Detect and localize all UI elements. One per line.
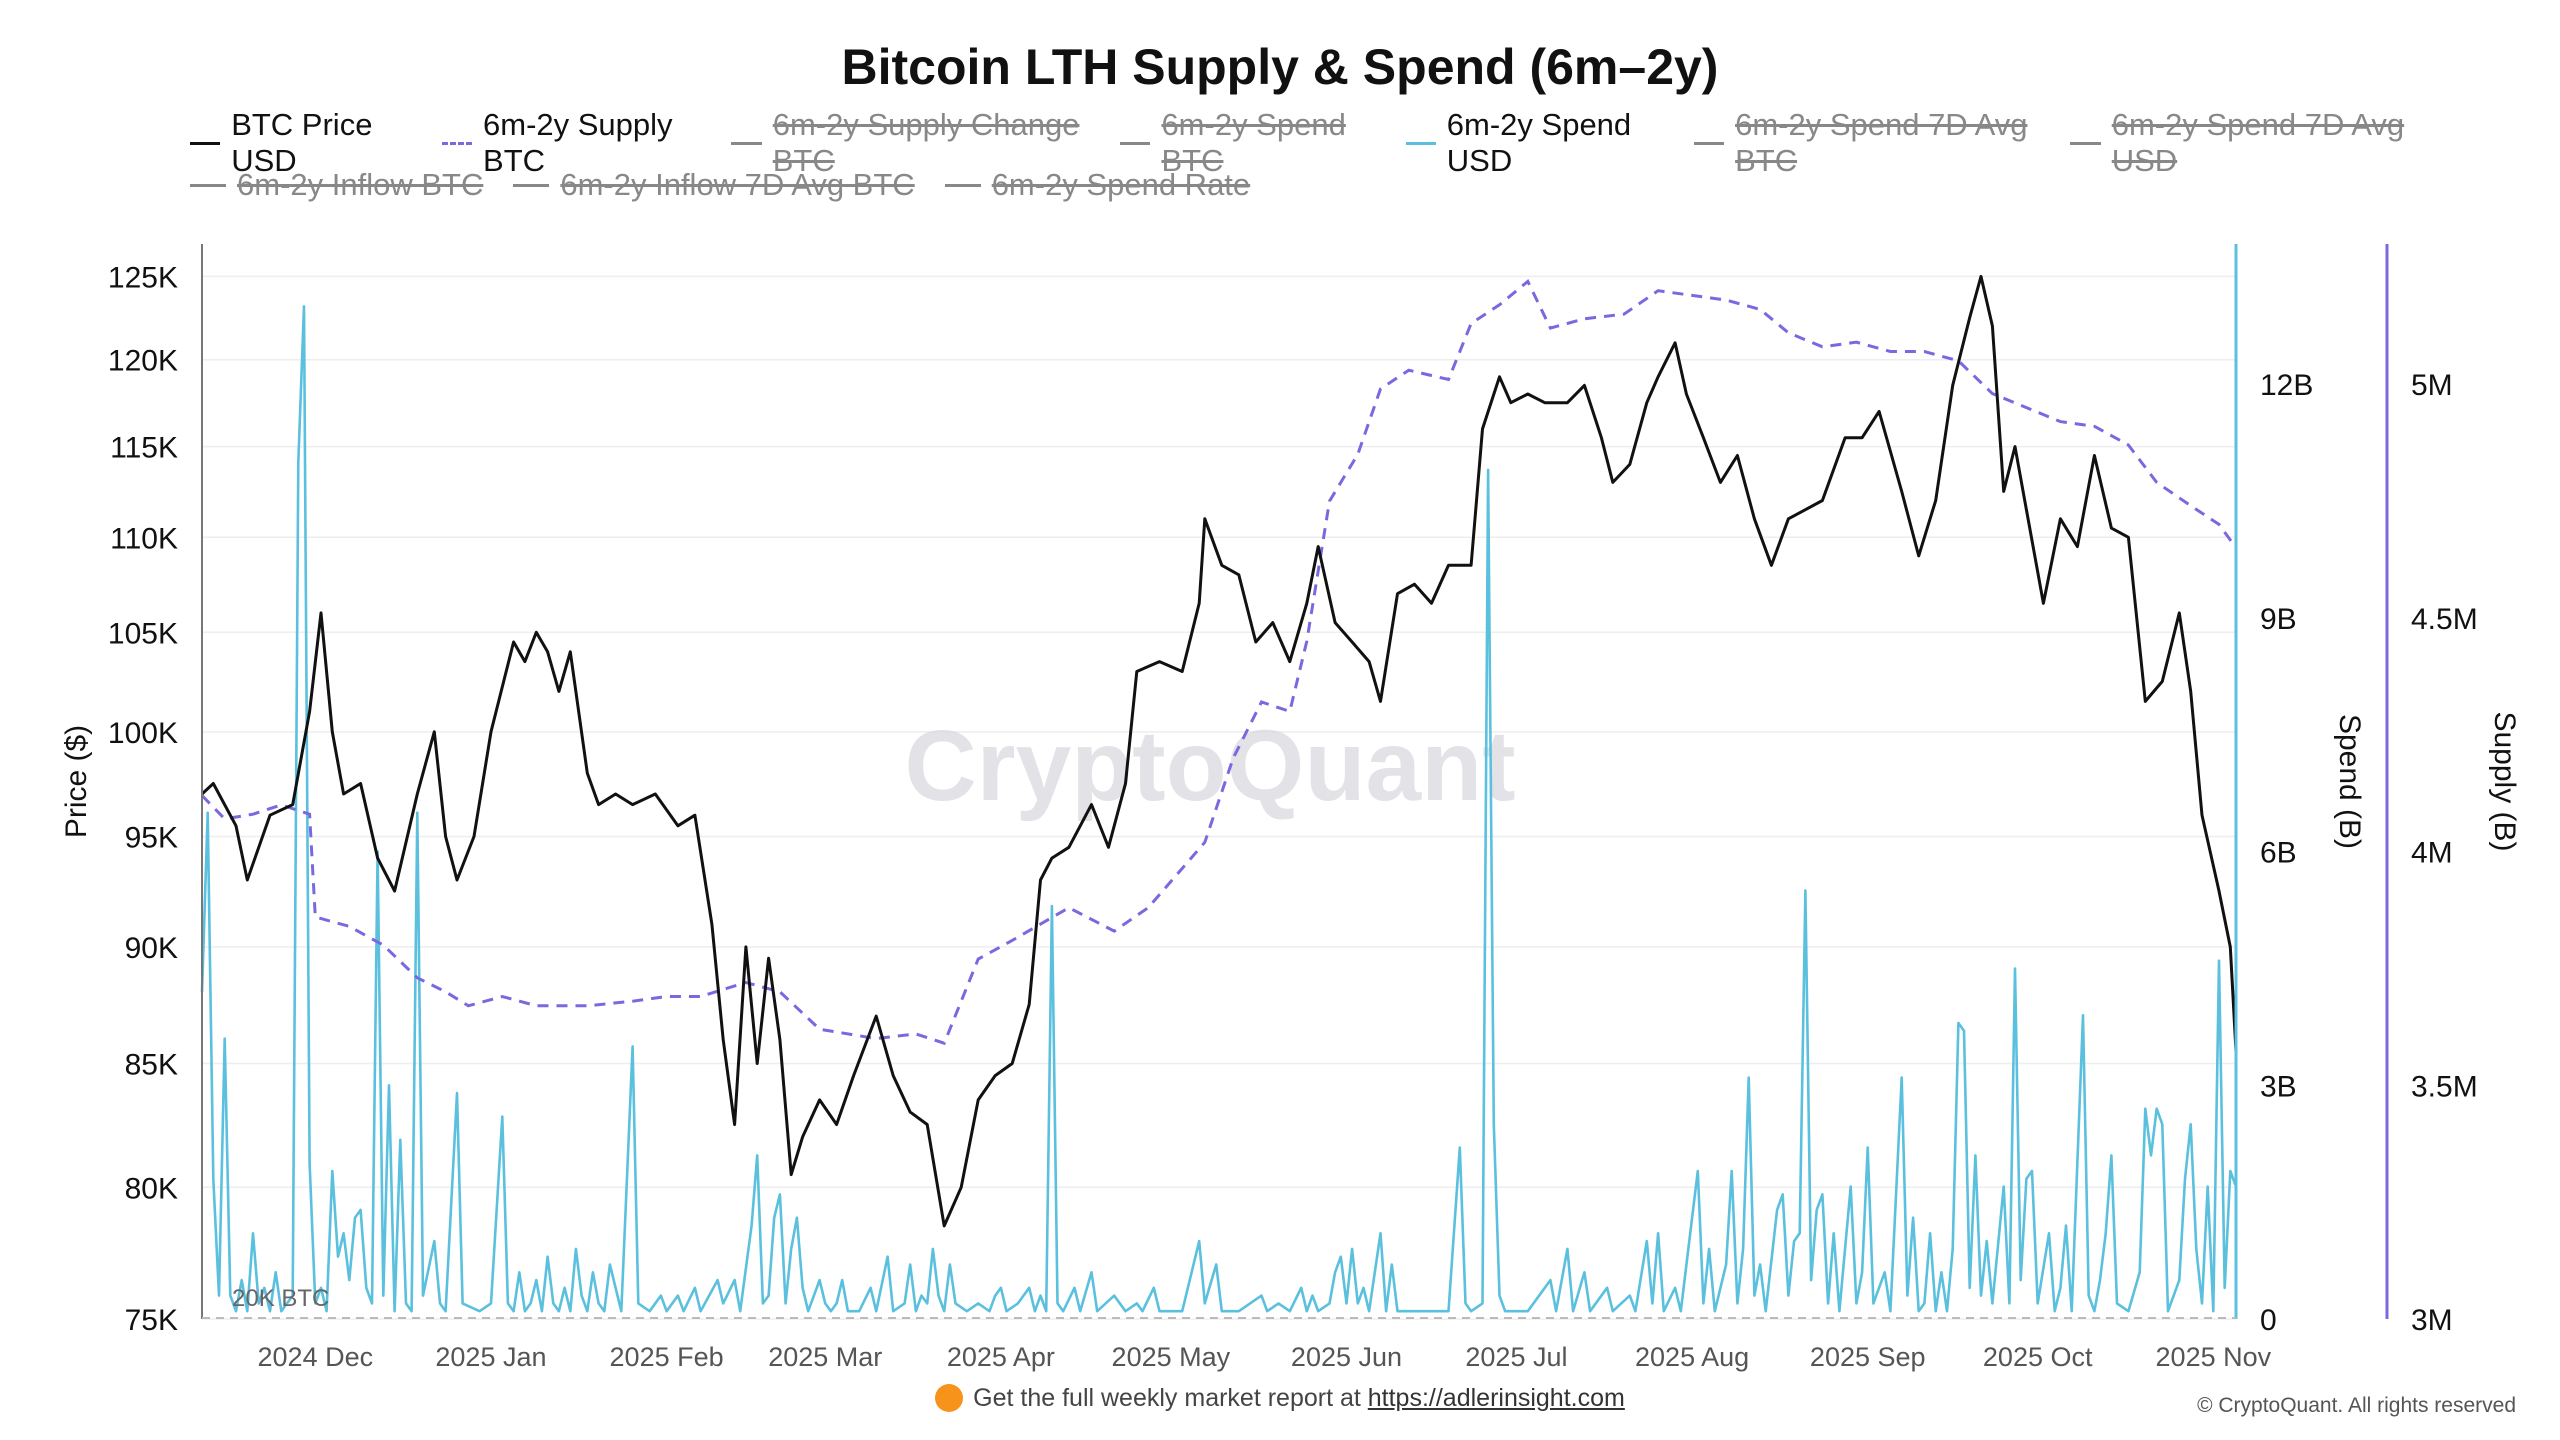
footer-note: Get the full weekly market report at htt…	[0, 1384, 2560, 1413]
price-tick-label: 90K	[125, 932, 178, 965]
legend-item[interactable]: 6m-2y Spend 7D Avg BTC	[1693, 107, 2041, 179]
x-tick-label: 2025 May	[1112, 1342, 1231, 1372]
legend-label: 6m-2y Supply Change BTC	[772, 107, 1080, 178]
price-series	[200, 274, 2238, 1228]
chart-title: Bitcoin LTH Supply & Spend (6m–2y)	[841, 39, 1719, 95]
series-line-spend	[200, 305, 2238, 1313]
legend-swatch	[731, 141, 762, 145]
legend-swatch	[1405, 141, 1436, 145]
x-tick-label: 2025 Feb	[610, 1342, 724, 1372]
x-tick-label: 2025 Mar	[768, 1342, 882, 1372]
price-tick-label: 125K	[108, 261, 178, 294]
legend-row: 6m-2y Inflow BTC 6m-2y Inflow 7D Avg BTC 6…	[190, 164, 2450, 206]
price-tick-label: 95K	[125, 822, 178, 855]
legend-item[interactable]: BTC Price USD	[190, 107, 412, 179]
price-tick-label: 115K	[110, 432, 178, 465]
spend-series	[200, 305, 2238, 1313]
copyright: © CryptoQuant. All rights reserved	[2197, 1394, 2516, 1417]
chart-legend: BTC Price USD 6m-2y Supply BTC 6m-2y Suppl…	[190, 107, 2450, 206]
legend-swatch	[2070, 141, 2101, 145]
x-tick-label: 2025 Nov	[2156, 1342, 2272, 1372]
spend-tick-label: 6B	[2260, 837, 2297, 870]
legend-item[interactable]: 6m-2y Spend BTC	[1120, 107, 1375, 179]
series-line-supply	[200, 279, 2238, 1046]
legend-label: 6m-2y Spend 7D Avg BTC	[1735, 107, 2028, 178]
spend-axis-label: Spend (B)	[2333, 714, 2366, 849]
legend-label: BTC Price USD	[231, 107, 373, 178]
series-line-price	[200, 274, 2238, 1228]
x-tick-label: 2025 Apr	[947, 1342, 1055, 1372]
legend-item[interactable]: 6m-2y Inflow 7D Avg BTC	[513, 167, 915, 203]
spend-tick-label: 0	[2260, 1304, 2277, 1337]
x-tick-label: 2025 Jan	[435, 1342, 546, 1372]
legend-swatch	[1120, 141, 1151, 145]
price-tick-label: 105K	[108, 617, 178, 650]
price-tick-label: 100K	[108, 717, 178, 750]
x-tick-label: 2025 Jul	[1465, 1342, 1567, 1372]
supply-tick-label: 4M	[2411, 837, 2453, 870]
chart-plot: CryptoQuant 75K 80K 85K 90K 95K 100K 105K 110K 1…	[60, 244, 2521, 1372]
bitcoin-dot-icon	[935, 1384, 964, 1412]
legend-label: 6m-2y Spend USD	[1446, 107, 1632, 178]
price-axis-label: Price ($)	[60, 725, 93, 838]
spend-tick-label: 12B	[2260, 369, 2313, 402]
x-tick-label: 2025 Aug	[1635, 1342, 1749, 1372]
price-tick-label: 75K	[125, 1304, 178, 1337]
price-tick-label: 80K	[125, 1172, 178, 1205]
spend-tick-label: 9B	[2260, 603, 2297, 636]
legend-item[interactable]: 6m-2y Supply Change BTC	[731, 107, 1090, 179]
legend-label: 6m-2y Spend Rate	[991, 167, 1251, 202]
footer-text: Get the full weekly market report at	[973, 1384, 1368, 1412]
legend-label: 6m-2y Inflow 7D Avg BTC	[560, 167, 915, 202]
legend-item[interactable]: 6m-2y Supply BTC	[441, 107, 702, 179]
supply-series	[200, 279, 2238, 1046]
legend-item[interactable]: 6m-2y Spend 7D Avg USD	[2070, 107, 2420, 179]
legend-item[interactable]: 6m-2y Spend USD	[1405, 107, 1664, 179]
axes: 75K 80K 85K 90K 95K 100K 105K 110K 115K 120K 125K P…	[60, 244, 2521, 1372]
legend-row: BTC Price USD 6m-2y Supply BTC 6m-2y Suppl…	[190, 107, 2450, 178]
supply-tick-label: 5M	[2411, 369, 2453, 402]
x-tick-label: 2025 Jun	[1291, 1342, 1402, 1372]
price-tick-label: 120K	[108, 345, 178, 378]
legend-label: 6m-2y Spend BTC	[1161, 107, 1346, 178]
legend-swatch	[1693, 141, 1725, 145]
legend-label: 6m-2y Supply BTC	[483, 107, 673, 178]
x-tick-label: 2025 Sep	[1810, 1342, 1926, 1372]
grid	[202, 275, 2236, 1320]
supply-tick-label: 3.5M	[2411, 1070, 2478, 1103]
watermark: CryptoQuant	[904, 710, 1515, 822]
x-tick-label: 2025 Oct	[1983, 1342, 2093, 1372]
legend-swatch	[190, 183, 226, 187]
legend-swatch	[441, 141, 473, 145]
x-tick-label: 2024 Dec	[258, 1342, 374, 1372]
legend-label: 6m-2y Inflow BTC	[237, 167, 484, 202]
spend-tick-label: 3B	[2260, 1070, 2297, 1103]
legend-swatch	[513, 183, 550, 187]
legend-item[interactable]: 6m-2y Inflow BTC	[190, 167, 483, 203]
supply-axis-label: Supply (B)	[2488, 711, 2521, 851]
legend-item[interactable]: 6m-2y Spend Rate	[944, 167, 1251, 203]
price-tick-label: 85K	[125, 1049, 178, 1082]
report-link[interactable]: https://adlerinsight.com	[1367, 1384, 1625, 1412]
price-tick-label: 110K	[110, 522, 178, 555]
supply-tick-label: 3M	[2411, 1304, 2453, 1337]
baseline-annotation: 20K BTC	[232, 1285, 329, 1312]
legend-swatch	[944, 183, 981, 187]
legend-label: 6m-2y Spend 7D Avg USD	[2111, 107, 2405, 178]
supply-tick-label: 4.5M	[2411, 603, 2478, 636]
legend-swatch	[190, 141, 221, 145]
